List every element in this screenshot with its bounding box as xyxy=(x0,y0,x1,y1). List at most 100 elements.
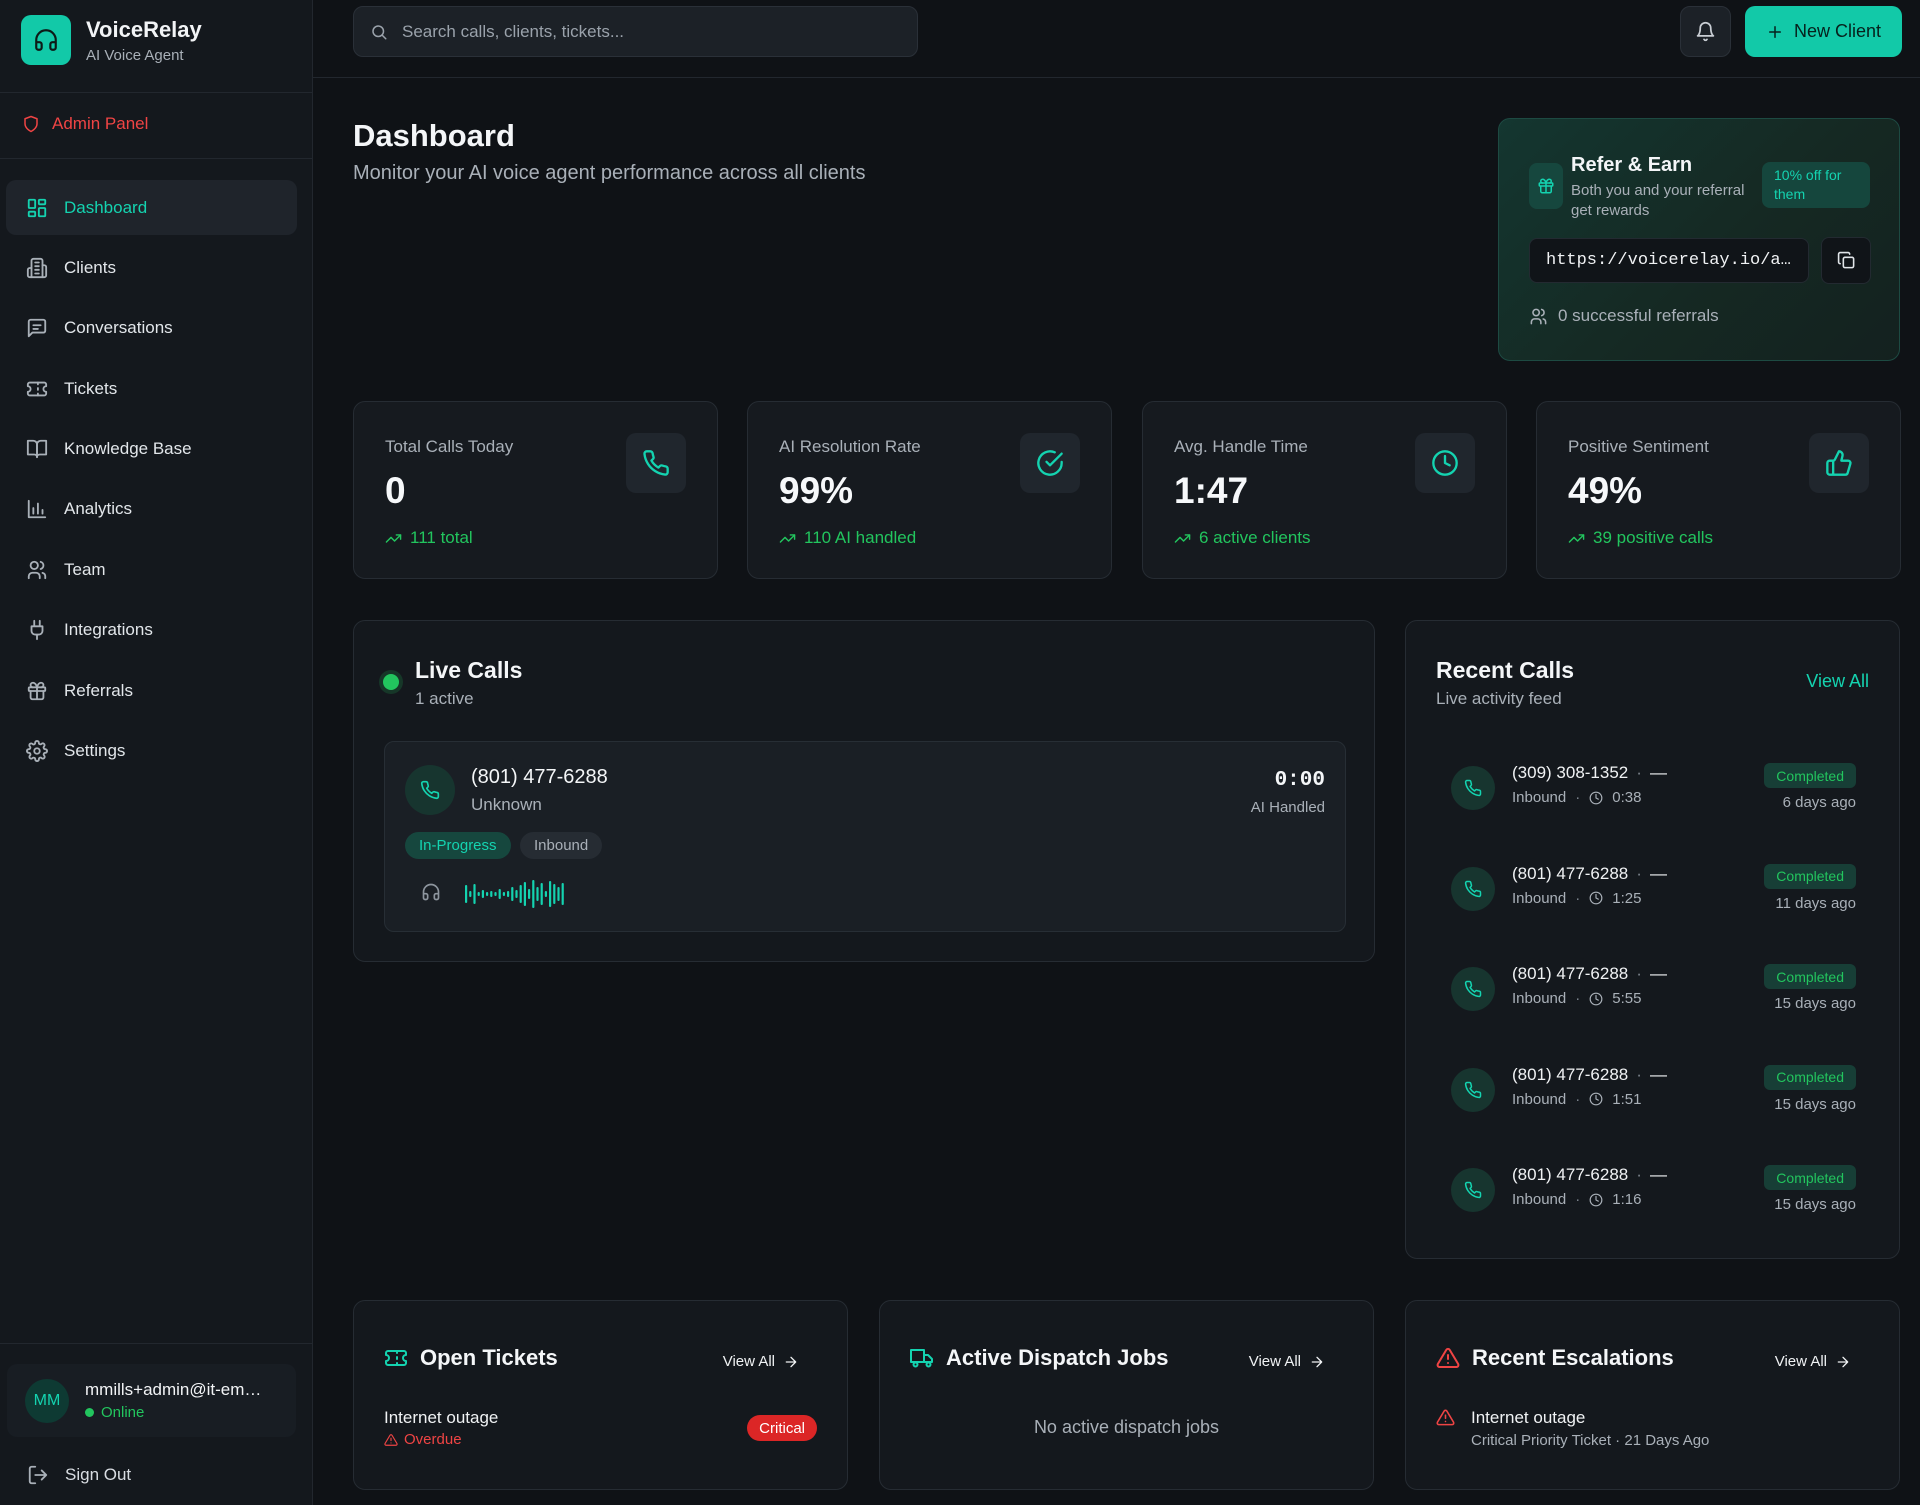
user-status: Online xyxy=(85,1404,275,1421)
recent-call-meta: Inbound · 0:38 xyxy=(1512,789,1641,806)
stat-trend: 110 AI handled xyxy=(779,528,916,548)
trending-up-icon xyxy=(385,533,402,543)
dispatch-empty-state: No active dispatch jobs xyxy=(1033,1417,1220,1437)
sidebar-item-label: Tickets xyxy=(64,378,118,398)
recent-call-row[interactable]: (801) 477-6288 · — Inbound · 1:51 Completed 15 … xyxy=(1436,1054,1871,1124)
waveform-bar xyxy=(523,882,526,906)
refer-description: Both you and your referral get rewards xyxy=(1571,182,1745,219)
waveform-bar xyxy=(528,889,531,899)
recent-call-number: (801) 477-6288 · — xyxy=(1512,1165,1667,1185)
live-calls-panel: Live Calls 1 active (801) 477-6288 Unkno… xyxy=(353,620,1375,962)
open-tickets-view-all-link[interactable]: View All xyxy=(723,1353,799,1370)
stat-card-total-calls: Total Calls Today 0 111 total xyxy=(353,401,718,579)
page-subtitle: Monitor your AI voice agent performance … xyxy=(353,162,866,184)
stat-card-ai-resolution: AI Resolution Rate 99% 110 AI handled xyxy=(747,401,1112,579)
recent-call-meta: Inbound · 1:25 xyxy=(1512,890,1641,907)
stat-label: Positive Sentiment xyxy=(1568,437,1709,456)
stat-trend-text: 110 AI handled xyxy=(804,528,917,547)
priority-badge: Critical xyxy=(747,1415,817,1441)
status-badge: Completed xyxy=(1764,763,1856,788)
topbar: New Client xyxy=(313,0,1920,78)
warning-icon xyxy=(384,1433,398,1446)
recent-call-row[interactable]: (801) 477-6288 · — Inbound · 5:55 Completed 15 … xyxy=(1436,953,1871,1023)
waveform-bar xyxy=(465,885,468,903)
view-all-label: View All xyxy=(722,1353,775,1370)
search-input[interactable] xyxy=(402,21,882,42)
stat-card-handle-time: Avg. Handle Time 1:47 6 active clients xyxy=(1142,401,1507,579)
open-tickets-panel: Open Tickets View All Internet outage Ov… xyxy=(353,1300,848,1490)
trending-up-icon xyxy=(779,533,796,543)
call-client: — xyxy=(1649,763,1667,782)
escalations-view-all-link[interactable]: View All xyxy=(1775,1353,1851,1370)
book-icon xyxy=(26,439,48,459)
sidebar-item-conversations[interactable]: Conversations xyxy=(6,301,297,356)
sidebar-item-label: Dashboard xyxy=(64,197,148,217)
waveform-bar xyxy=(540,883,543,905)
call-time-ago: 6 days ago xyxy=(1782,794,1856,811)
sidebar-item-analytics[interactable]: Analytics xyxy=(6,482,297,537)
search-box[interactable] xyxy=(353,6,918,57)
ticket-name[interactable]: Internet outage xyxy=(384,1408,499,1427)
phone-icon xyxy=(626,433,686,493)
separator: · xyxy=(1575,990,1581,1007)
sidebar-item-label: Settings xyxy=(64,741,126,761)
bar-chart-icon xyxy=(27,500,47,519)
admin-panel-link[interactable]: Admin Panel xyxy=(22,114,148,134)
call-client: — xyxy=(1649,1064,1667,1084)
sidebar-item-team[interactable]: Team xyxy=(6,542,297,597)
recent-calls-view-all-link[interactable]: View All xyxy=(1806,671,1869,691)
escalation-name[interactable]: Internet outage xyxy=(1471,1408,1586,1427)
view-all-label: View All xyxy=(1248,1353,1301,1370)
live-call-duration: 0:00 xyxy=(1274,769,1325,792)
separator: · xyxy=(1636,1064,1642,1084)
refer-badge: 10% off for them xyxy=(1762,162,1870,208)
recent-call-row[interactable]: (309) 308-1352 · — Inbound · 0:38 Completed 6 d… xyxy=(1436,752,1871,822)
call-number: (801) 477-6288 xyxy=(1512,863,1629,883)
listen-button[interactable] xyxy=(421,882,441,902)
call-time-ago: 15 days ago xyxy=(1774,1196,1856,1213)
user-card[interactable]: MM mmills+admin@it-em… Online xyxy=(7,1364,296,1437)
dispatch-title: Active Dispatch Jobs xyxy=(946,1345,1169,1370)
sidebar-item-knowledge-base[interactable]: Knowledge Base xyxy=(6,422,297,477)
recent-calls-subtitle: Live activity feed xyxy=(1436,689,1562,708)
copy-link-button[interactable] xyxy=(1821,237,1871,284)
dispatch-jobs-panel: Active Dispatch Jobs View All No active … xyxy=(879,1300,1374,1490)
online-dot-icon xyxy=(85,1408,94,1417)
sidebar-nav: Dashboard Clients Conversations Tickets … xyxy=(6,180,297,784)
arrow-right-icon xyxy=(785,1356,797,1367)
referral-link-field[interactable]: https://voicerelay.io/au… xyxy=(1529,238,1809,283)
refer-earn-card: Refer & Earn Both you and your referral … xyxy=(1498,118,1900,361)
status-badge: Completed xyxy=(1764,863,1856,889)
recent-call-number: (309) 308-1352 · — xyxy=(1512,763,1667,783)
dispatch-view-all-link[interactable]: View All xyxy=(1249,1353,1325,1370)
sidebar-item-settings[interactable]: Settings xyxy=(6,724,297,779)
waveform-bar xyxy=(557,887,560,901)
phone-icon xyxy=(405,765,455,815)
stat-card-sentiment: Positive Sentiment 49% 39 positive calls xyxy=(1536,401,1901,579)
call-time-ago: 11 days ago xyxy=(1775,894,1856,912)
clock-icon xyxy=(1589,791,1603,804)
sidebar-item-integrations[interactable]: Integrations xyxy=(6,603,297,658)
recent-call-row[interactable]: (801) 477-6288 · — Inbound · 1:25 Completed 11 … xyxy=(1436,853,1871,923)
live-indicator-icon xyxy=(383,674,399,690)
sidebar-item-referrals[interactable]: Referrals xyxy=(6,663,297,718)
new-client-button[interactable]: New Client xyxy=(1745,6,1902,57)
recent-call-number: (801) 477-6288 · — xyxy=(1512,964,1667,984)
user-status-label: Online xyxy=(101,1404,145,1421)
message-icon xyxy=(27,319,47,338)
waveform-bar xyxy=(469,891,472,897)
call-duration: 0:38 xyxy=(1612,789,1642,806)
headphones-icon xyxy=(21,15,71,65)
recent-call-row[interactable]: (801) 477-6288 · — Inbound · 1:16 Completed 15 … xyxy=(1436,1154,1871,1224)
live-call-card[interactable]: (801) 477-6288 Unknown 0:00 AI Handled I… xyxy=(384,741,1346,932)
live-call-number: (801) 477-6288 xyxy=(471,766,608,788)
sidebar-item-dashboard[interactable]: Dashboard xyxy=(6,180,297,235)
sidebar-item-tickets[interactable]: Tickets xyxy=(6,361,297,416)
stat-label: Avg. Handle Time xyxy=(1174,437,1308,456)
phone-icon xyxy=(1451,866,1495,911)
brand[interactable]: VoiceRelay AI Voice Agent xyxy=(21,15,202,65)
call-duration: 1:16 xyxy=(1612,1191,1642,1208)
notifications-button[interactable] xyxy=(1680,6,1731,57)
sign-out-button[interactable]: Sign Out xyxy=(27,1464,131,1486)
sidebar-item-clients[interactable]: Clients xyxy=(6,240,297,295)
